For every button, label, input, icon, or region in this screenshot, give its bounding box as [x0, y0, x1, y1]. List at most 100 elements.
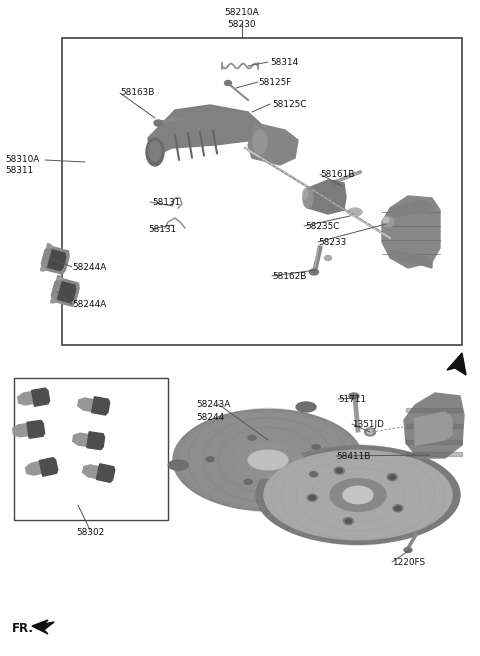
Ellipse shape: [296, 402, 316, 412]
Ellipse shape: [389, 475, 395, 479]
Polygon shape: [264, 450, 452, 540]
Polygon shape: [392, 250, 432, 268]
Ellipse shape: [324, 255, 332, 260]
Text: 58411B: 58411B: [336, 452, 371, 461]
Text: 58244A: 58244A: [72, 263, 107, 272]
Text: 58233: 58233: [318, 238, 346, 247]
Text: 58244A: 58244A: [72, 300, 107, 309]
Polygon shape: [83, 465, 106, 480]
Ellipse shape: [348, 208, 362, 216]
Bar: [14, 378, 168, 520]
Text: 58310A: 58310A: [5, 155, 39, 164]
Text: 58163B: 58163B: [120, 88, 155, 97]
Polygon shape: [27, 420, 45, 438]
Ellipse shape: [149, 141, 161, 161]
Polygon shape: [96, 464, 115, 482]
Polygon shape: [180, 413, 356, 507]
Polygon shape: [87, 432, 105, 449]
Ellipse shape: [343, 518, 353, 525]
Ellipse shape: [334, 467, 344, 474]
Ellipse shape: [331, 180, 339, 186]
Ellipse shape: [146, 138, 164, 166]
Ellipse shape: [310, 503, 330, 513]
Polygon shape: [382, 196, 440, 268]
Text: FR.: FR.: [12, 621, 34, 634]
Polygon shape: [173, 409, 363, 511]
Polygon shape: [406, 424, 462, 428]
Polygon shape: [32, 620, 54, 634]
Text: 58210A: 58210A: [225, 8, 259, 17]
Text: 58161B: 58161B: [320, 170, 354, 179]
Text: 58125C: 58125C: [272, 100, 307, 109]
Polygon shape: [51, 278, 79, 306]
Polygon shape: [39, 458, 58, 476]
Ellipse shape: [303, 188, 313, 208]
Polygon shape: [57, 276, 63, 280]
Polygon shape: [447, 353, 466, 375]
Ellipse shape: [393, 505, 403, 512]
Ellipse shape: [387, 474, 397, 481]
Text: 58311: 58311: [5, 166, 33, 175]
Polygon shape: [78, 398, 100, 413]
Ellipse shape: [225, 81, 231, 85]
Polygon shape: [25, 461, 48, 475]
Text: 58162B: 58162B: [272, 272, 306, 281]
Ellipse shape: [346, 519, 351, 523]
Text: 58302: 58302: [76, 528, 104, 537]
Polygon shape: [256, 445, 460, 544]
Polygon shape: [92, 397, 109, 415]
Ellipse shape: [364, 428, 375, 436]
Text: 58235C: 58235C: [305, 222, 339, 231]
Polygon shape: [343, 486, 373, 504]
Ellipse shape: [154, 120, 162, 126]
Polygon shape: [148, 105, 262, 158]
Ellipse shape: [349, 393, 359, 399]
Polygon shape: [47, 243, 53, 248]
Text: 1351JD: 1351JD: [352, 420, 384, 429]
Polygon shape: [12, 423, 36, 437]
Text: 58243A: 58243A: [196, 400, 230, 409]
Polygon shape: [233, 441, 303, 478]
Ellipse shape: [248, 435, 256, 440]
Text: 58314: 58314: [270, 58, 298, 67]
Ellipse shape: [382, 217, 394, 227]
Bar: [62, 38, 462, 345]
Polygon shape: [18, 391, 40, 405]
Ellipse shape: [168, 460, 188, 470]
Polygon shape: [406, 452, 462, 456]
Ellipse shape: [367, 430, 373, 434]
Polygon shape: [48, 250, 66, 270]
Text: 58125F: 58125F: [258, 78, 291, 87]
Ellipse shape: [309, 496, 315, 500]
Polygon shape: [308, 180, 346, 214]
Polygon shape: [406, 440, 462, 444]
Text: 58131: 58131: [148, 225, 176, 234]
Text: 1220FS: 1220FS: [392, 558, 425, 567]
Text: 58131: 58131: [152, 198, 180, 207]
Polygon shape: [248, 123, 298, 165]
Ellipse shape: [404, 548, 412, 552]
Polygon shape: [58, 282, 76, 302]
Ellipse shape: [395, 506, 401, 510]
Text: 51711: 51711: [338, 395, 366, 404]
Polygon shape: [40, 266, 47, 271]
Polygon shape: [330, 479, 386, 511]
Ellipse shape: [336, 468, 342, 472]
Ellipse shape: [302, 189, 308, 199]
Polygon shape: [248, 450, 288, 470]
Ellipse shape: [310, 269, 319, 275]
Ellipse shape: [310, 472, 318, 477]
Polygon shape: [32, 388, 49, 406]
Text: 58244: 58244: [196, 413, 224, 422]
Polygon shape: [392, 200, 432, 218]
Text: 58230: 58230: [228, 20, 256, 29]
Polygon shape: [41, 246, 69, 274]
Ellipse shape: [244, 480, 252, 484]
Polygon shape: [415, 412, 452, 445]
Ellipse shape: [206, 457, 214, 462]
Ellipse shape: [312, 445, 320, 449]
Polygon shape: [72, 433, 96, 447]
Ellipse shape: [307, 494, 317, 501]
Ellipse shape: [253, 130, 267, 154]
Ellipse shape: [383, 218, 389, 222]
